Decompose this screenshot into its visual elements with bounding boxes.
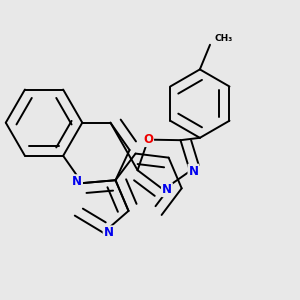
Text: N: N [72, 175, 82, 188]
Text: N: N [162, 183, 172, 196]
Text: N: N [103, 226, 114, 239]
Text: CH₃: CH₃ [214, 34, 232, 43]
Text: N: N [188, 165, 198, 178]
Text: O: O [143, 133, 153, 146]
